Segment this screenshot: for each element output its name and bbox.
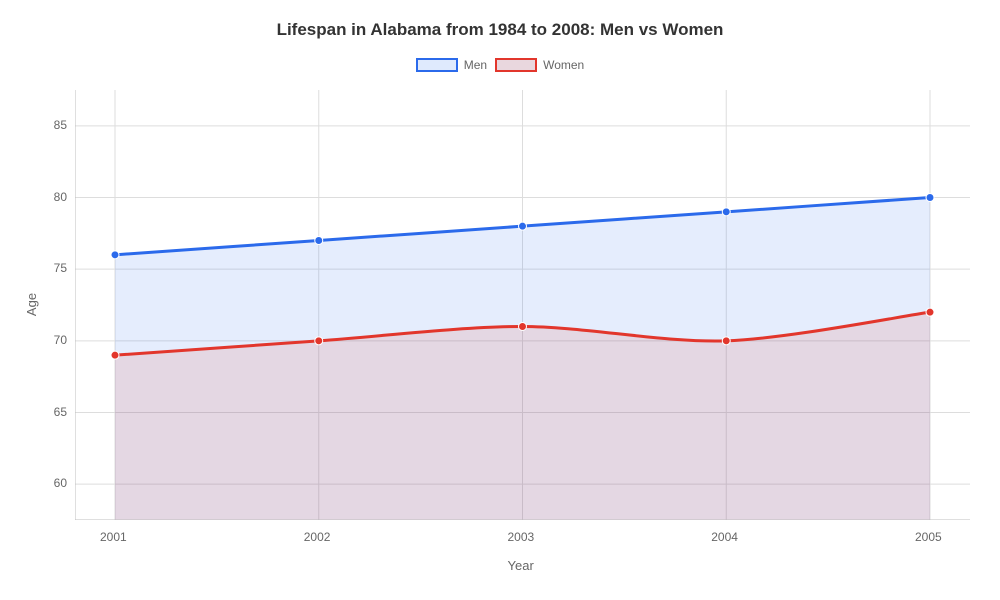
legend-label-men: Men: [464, 58, 487, 72]
x-tick-label: 2003: [508, 530, 535, 544]
y-axis-label: Age: [24, 293, 39, 316]
y-tick-label: 60: [54, 476, 67, 490]
y-tick-label: 65: [54, 405, 67, 419]
series-marker-women: [519, 323, 527, 331]
plot-area: [75, 90, 970, 520]
series-marker-men: [722, 208, 730, 216]
y-tick-label: 85: [54, 118, 67, 132]
y-tick-label: 70: [54, 333, 67, 347]
series-marker-women: [315, 337, 323, 345]
series-marker-men: [315, 237, 323, 245]
x-axis-label: Year: [508, 558, 534, 573]
legend-item-women: Women: [495, 58, 584, 72]
y-tick-label: 75: [54, 261, 67, 275]
chart-legend: Men Women: [0, 58, 1000, 72]
series-marker-men: [519, 222, 527, 230]
series-marker-men: [926, 194, 934, 202]
y-tick-label: 80: [54, 190, 67, 204]
legend-item-men: Men: [416, 58, 487, 72]
legend-swatch-women: [495, 58, 537, 72]
series-marker-men: [111, 251, 119, 259]
x-tick-label: 2005: [915, 530, 942, 544]
legend-label-women: Women: [543, 58, 584, 72]
x-tick-label: 2002: [304, 530, 331, 544]
chart-title: Lifespan in Alabama from 1984 to 2008: M…: [0, 20, 1000, 40]
series-marker-women: [111, 351, 119, 359]
x-tick-label: 2001: [100, 530, 127, 544]
x-tick-label: 2004: [711, 530, 738, 544]
plot-svg: [75, 90, 970, 520]
series-marker-women: [722, 337, 730, 345]
series-marker-women: [926, 308, 934, 316]
chart-container: Lifespan in Alabama from 1984 to 2008: M…: [0, 0, 1000, 600]
legend-swatch-men: [416, 58, 458, 72]
